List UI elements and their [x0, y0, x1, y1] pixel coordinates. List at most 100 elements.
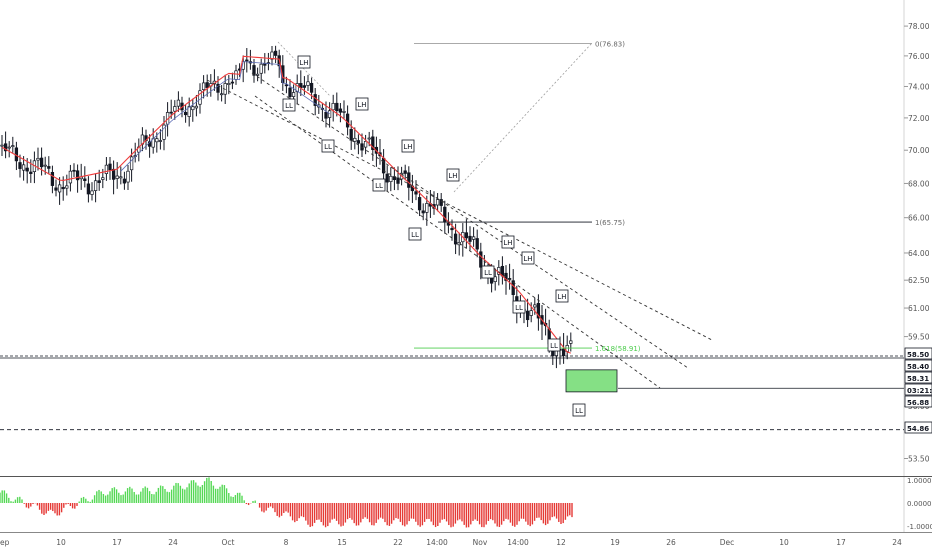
y-tick-label: 53.50	[908, 455, 930, 464]
y-tick-label: 66.00	[908, 214, 930, 223]
fib-level-label: 0(76.83)	[595, 40, 625, 48]
candle-body	[115, 175, 119, 179]
swing-label-box	[282, 98, 296, 112]
swing-label-box	[555, 289, 569, 303]
swing-label-box	[401, 139, 415, 153]
candle-body	[471, 236, 476, 240]
y-tick-label: 62.50	[908, 276, 930, 285]
channel-line	[254, 95, 661, 389]
candle-body	[183, 112, 188, 116]
candle-body	[155, 138, 159, 143]
candle-body	[122, 178, 127, 184]
candle-body	[363, 141, 368, 148]
x-tick-label: 24	[168, 538, 178, 547]
candle-body	[194, 105, 199, 109]
price-axis-label: 54.86	[907, 425, 929, 433]
swing-label-text: LL	[285, 102, 293, 110]
candle-body	[536, 302, 541, 319]
osc-tick-label: 1.0000	[907, 477, 932, 485]
candle-body	[29, 171, 33, 174]
x-tick-label: 26	[666, 538, 676, 547]
candle-body	[525, 310, 530, 321]
price-axis-label: 03:21:19	[907, 387, 932, 395]
x-tick-label: 24	[892, 538, 902, 547]
swing-label-box	[501, 235, 515, 249]
swing-label-box	[547, 338, 561, 352]
osc-tick-label: -1.0000	[907, 523, 932, 531]
candle-body	[234, 70, 238, 80]
candle-body	[11, 145, 15, 147]
x-tick-label: 10	[779, 538, 789, 547]
fib-diagonal	[453, 42, 593, 193]
candle-body	[176, 99, 181, 107]
candle-body	[75, 170, 80, 181]
price-axis-label-box	[904, 347, 932, 360]
y-tick-label: 68.00	[908, 179, 930, 188]
candle-body	[439, 199, 443, 206]
candle-body	[327, 110, 332, 118]
candle-body	[367, 137, 371, 140]
target-zone-box[interactable]	[565, 369, 618, 393]
price-axis-label-box	[904, 371, 932, 384]
candle-body	[126, 170, 130, 183]
candle-body	[435, 199, 440, 206]
channel-line	[206, 79, 713, 341]
candle-body	[230, 81, 235, 84]
y-tick-label: 78.00	[908, 22, 930, 31]
candle-body	[108, 163, 112, 171]
candle-body	[198, 90, 202, 105]
candle-body	[252, 65, 256, 76]
candle-body	[306, 81, 310, 86]
candle-body	[54, 187, 58, 191]
y-tick-label: 74.00	[908, 82, 930, 91]
swing-label-text: LH	[557, 293, 566, 301]
candle-body	[403, 170, 407, 174]
candle-body	[450, 228, 454, 231]
candle-body	[86, 183, 91, 195]
x-tick-label: 22	[393, 538, 403, 547]
candle-body	[385, 173, 389, 183]
candle-body	[21, 164, 26, 171]
y-tick-label: 72.00	[908, 114, 930, 123]
price-axis-label-box	[904, 421, 932, 434]
candle-body	[50, 171, 55, 186]
x-tick-label: 14:00	[507, 538, 529, 547]
candle-body	[493, 276, 497, 282]
candle-body	[389, 175, 393, 182]
y-tick-label: 64.00	[908, 249, 930, 258]
candle-body	[111, 168, 116, 180]
candle-body	[18, 162, 22, 169]
price-axis-label-box	[904, 359, 932, 372]
swing-label-box	[372, 178, 386, 192]
candle-body	[93, 180, 98, 191]
candle-body	[569, 340, 573, 344]
trend-helper-line	[277, 41, 331, 97]
candle-body	[25, 167, 29, 172]
candle-body	[407, 172, 411, 188]
candle-body	[464, 232, 469, 239]
price-axis-label: 58.40	[907, 363, 929, 371]
candle-body	[561, 348, 566, 357]
candle-body	[331, 103, 335, 111]
candle-body	[47, 166, 51, 169]
swing-label-text: LH	[299, 59, 308, 67]
candle-body	[173, 106, 177, 112]
candle-body	[504, 272, 508, 281]
x-tick-label: 8	[284, 538, 289, 547]
candle-body	[259, 63, 263, 74]
swing-label-box	[572, 403, 586, 417]
candle-body	[324, 111, 328, 119]
x-tick-label: Nov	[473, 538, 488, 547]
candle-body	[0, 144, 4, 147]
swing-label-text: LH	[403, 143, 412, 151]
price-axis-label: 56.88	[907, 399, 929, 407]
fib-level-label: 1(65.75)	[595, 219, 625, 227]
candle-body	[61, 186, 65, 190]
moving-average-slow-line	[120, 61, 330, 172]
moving-average-fast-line	[1, 55, 571, 354]
candle-body	[313, 94, 317, 106]
x-tick-label: Dec	[720, 538, 735, 547]
candle-body	[83, 178, 87, 181]
